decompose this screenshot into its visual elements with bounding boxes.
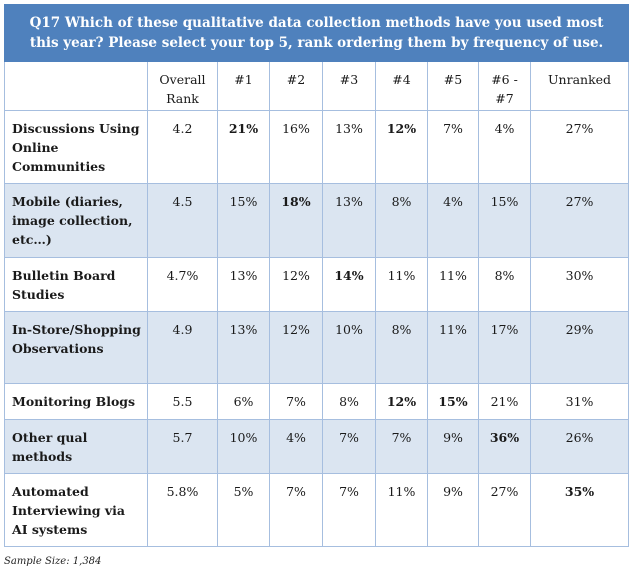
percent-cell: 31% [529, 383, 630, 420]
percent-cell: 10% [217, 419, 270, 474]
percent-cell: 12% [269, 257, 323, 312]
percent-cell: 11% [375, 257, 428, 312]
column-header-overall-rank: Overall Rank [147, 61, 218, 111]
table-row: In-Store/Shopping Observations 4.9 13% 12% 1… [4, 311, 630, 384]
percent-cell: 9% [427, 473, 479, 547]
percent-cell: 10% [322, 311, 376, 384]
table-row: Discussions Using Online Communities 4.2 2… [4, 110, 630, 184]
percent-cell: 11% [427, 257, 479, 312]
column-header-rank-6-7: #6 - #7 [478, 61, 531, 111]
row-label: Other qual methods [4, 419, 148, 474]
percent-cell: 8% [375, 311, 428, 384]
percent-cell: 15% [478, 183, 531, 258]
percent-cell: 4% [478, 110, 531, 184]
overall-rank-cell: 4.7% [147, 257, 218, 312]
percent-cell: 7% [375, 419, 428, 474]
percent-cell: 35% [529, 473, 630, 547]
sample-size-note: Sample Size: 1,384 [4, 556, 102, 567]
overall-rank-cell: 4.2 [147, 110, 218, 184]
column-header-rank-1: #1 [217, 61, 270, 111]
percent-cell: 6% [217, 383, 270, 420]
percent-cell: 12% [269, 311, 323, 384]
table-title: Q17 Which of these qualitative data coll… [3, 4, 630, 62]
row-label: Mobile (diaries, image collection, etc…) [4, 183, 148, 258]
row-label: Bulletin Board Studies [4, 257, 148, 312]
table-row: Mobile (diaries, image collection, etc…)… [4, 183, 630, 258]
percent-cell: 26% [529, 419, 630, 474]
percent-cell: 12% [375, 110, 428, 184]
percent-cell: 8% [478, 257, 531, 312]
percent-cell: 7% [269, 473, 323, 547]
percent-cell: 15% [427, 383, 479, 420]
column-header-rank-2: #2 [269, 61, 323, 111]
percent-cell: 7% [322, 473, 376, 547]
overall-rank-cell: 5.7 [147, 419, 218, 474]
row-label: Automated Interviewing via AI systems [4, 473, 148, 547]
percent-cell: 5% [217, 473, 270, 547]
percent-cell: 7% [269, 383, 323, 420]
overall-rank-cell: 5.5 [147, 383, 218, 420]
column-header-empty [4, 61, 148, 111]
percent-cell: 15% [217, 183, 270, 258]
data-table-container: Q17 Which of these qualitative data coll… [3, 4, 630, 547]
column-header-unranked: Unranked [529, 61, 630, 111]
overall-rank-cell: 5.8% [147, 473, 218, 547]
overall-rank-cell: 4.5 [147, 183, 218, 258]
percent-cell: 4% [269, 419, 323, 474]
percent-cell: 11% [427, 311, 479, 384]
percent-cell: 11% [375, 473, 428, 547]
percent-cell: 12% [375, 383, 428, 420]
percent-cell: 17% [478, 311, 531, 384]
percent-cell: 27% [478, 473, 531, 547]
percent-cell: 21% [217, 110, 270, 184]
percent-cell: 14% [322, 257, 376, 312]
percent-cell: 16% [269, 110, 323, 184]
column-header-row: Overall Rank #1 #2 #3 #4 #5 #6 - #7 Unra… [4, 61, 630, 111]
row-label: Monitoring Blogs [4, 383, 148, 420]
percent-cell: 27% [529, 183, 630, 258]
percent-cell: 21% [478, 383, 531, 420]
survey-table: Q17 Which of these qualitative data coll… [3, 4, 630, 547]
percent-cell: 13% [322, 110, 376, 184]
percent-cell: 4% [427, 183, 479, 258]
percent-cell: 9% [427, 419, 479, 474]
row-label: In-Store/Shopping Observations [4, 311, 148, 384]
percent-cell: 8% [322, 383, 376, 420]
table-row: Other qual methods 5.7 10% 4% 7% 7% 9% 36% 26% [4, 419, 630, 474]
table-row: Bulletin Board Studies 4.7% 13% 12% 14% 11% 11… [4, 257, 630, 312]
row-label: Discussions Using Online Communities [4, 110, 148, 184]
percent-cell: 18% [269, 183, 323, 258]
percent-cell: 13% [322, 183, 376, 258]
column-header-rank-5: #5 [427, 61, 479, 111]
percent-cell: 36% [478, 419, 531, 474]
table-row: Automated Interviewing via AI systems 5.8… [4, 473, 630, 547]
percent-cell: 30% [529, 257, 630, 312]
column-header-rank-4: #4 [375, 61, 428, 111]
percent-cell: 27% [529, 110, 630, 184]
percent-cell: 8% [375, 183, 428, 258]
percent-cell: 29% [529, 311, 630, 384]
column-header-rank-3: #3 [322, 61, 376, 111]
percent-cell: 7% [322, 419, 376, 474]
percent-cell: 7% [427, 110, 479, 184]
percent-cell: 13% [217, 257, 270, 312]
overall-rank-cell: 4.9 [147, 311, 218, 384]
percent-cell: 13% [217, 311, 270, 384]
table-row: Monitoring Blogs 5.5 6% 7% 8% 12% 15% 21% 31% [4, 383, 630, 420]
